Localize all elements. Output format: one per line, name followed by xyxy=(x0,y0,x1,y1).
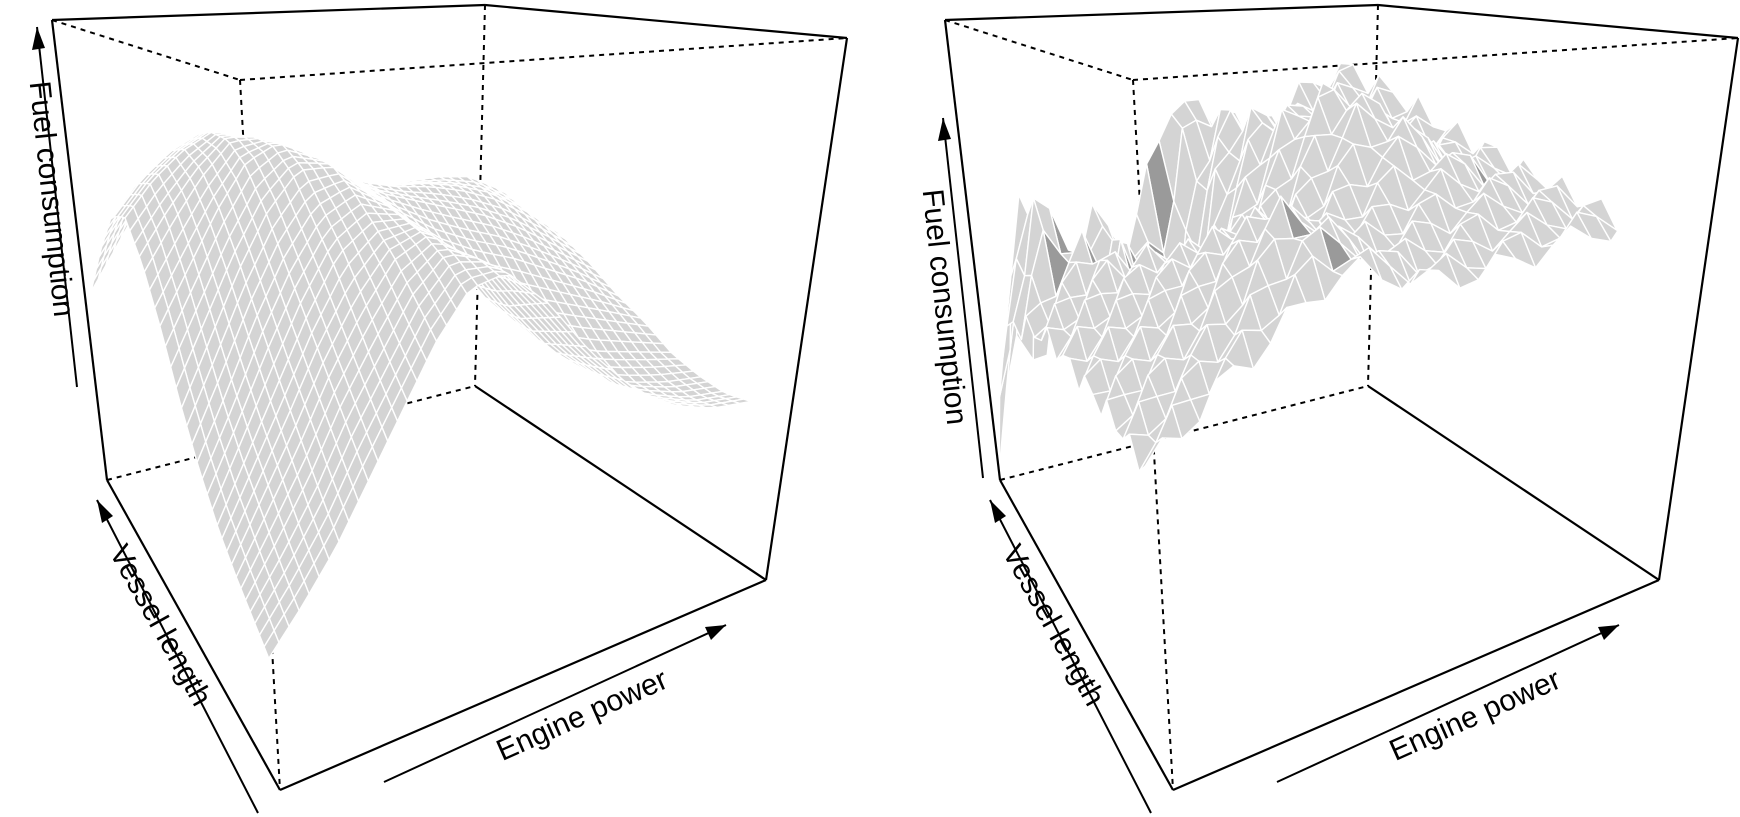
right-y-axis-arrow xyxy=(989,499,1152,814)
right-x-axis-arrow xyxy=(1276,624,1620,783)
right-y-axis-label: Vessel length xyxy=(996,539,1111,711)
surface-facet xyxy=(263,629,280,660)
left-surface-plot: Fuel consumption Vessel length Engine po… xyxy=(23,3,849,814)
left-box-hidden-edges xyxy=(51,19,848,791)
left-z-axis-label: Fuel consumption xyxy=(23,80,81,319)
left-z-axis-arrow xyxy=(32,26,78,388)
left-y-axis-label: Vessel length xyxy=(103,539,218,711)
left-x-axis-label: Engine power xyxy=(492,663,673,768)
left-y-axis-arrow xyxy=(96,499,259,814)
right-surface-plot: Fuel consumption Vessel length Engine po… xyxy=(916,3,1740,814)
right-z-axis-arrow xyxy=(938,117,984,479)
right-x-axis-label: Engine power xyxy=(1385,663,1566,768)
left-surface-mesh xyxy=(90,131,752,660)
right-surface-mesh xyxy=(998,62,1629,473)
left-box-visible-edges xyxy=(50,3,849,792)
left-x-axis-arrow xyxy=(383,624,727,783)
surface-facet xyxy=(1138,437,1164,473)
right-box-visible-edges xyxy=(943,3,1740,792)
right-box-hidden-edges xyxy=(944,19,1739,791)
